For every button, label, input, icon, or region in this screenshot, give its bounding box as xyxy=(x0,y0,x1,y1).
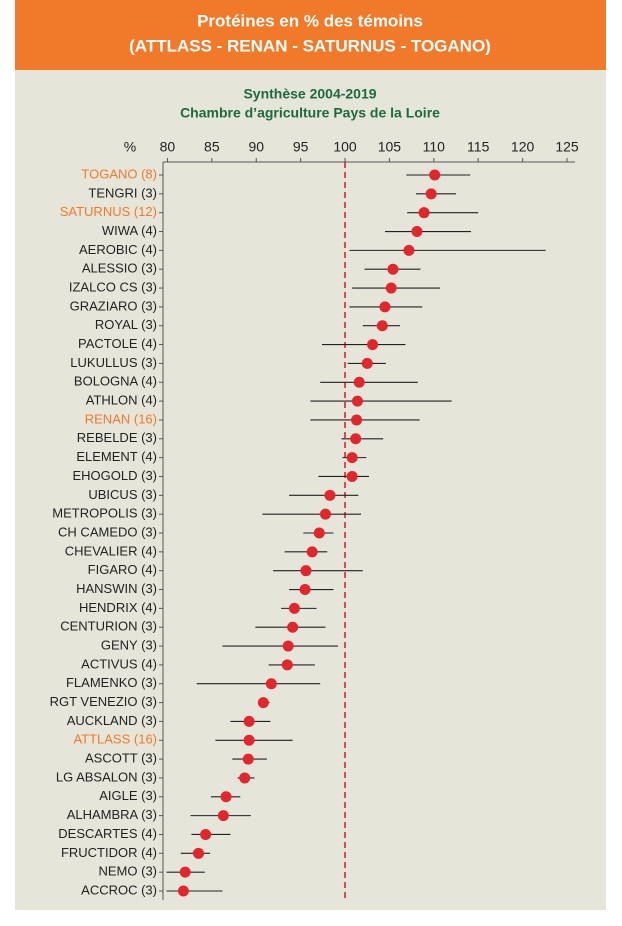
category-label: GENY (3) xyxy=(101,637,157,652)
dot xyxy=(243,734,255,746)
category-label: CENTURION (3) xyxy=(60,619,157,634)
dot xyxy=(287,621,299,633)
category-label: RGT VENEZIO (3) xyxy=(50,694,157,709)
x-tick-label: 95 xyxy=(293,139,309,155)
category-label: ATTLASS (16) xyxy=(73,732,157,747)
category-label: GRAZIARO (3) xyxy=(70,298,157,313)
category-label: ACTIVUS (4) xyxy=(81,656,157,671)
category-label: ROYAL (3) xyxy=(95,317,157,332)
x-tick-label: 100 xyxy=(333,139,357,155)
category-label: LUKULLUS (3) xyxy=(70,355,157,370)
dot xyxy=(351,414,363,426)
dot xyxy=(411,226,423,238)
x-tick-label: 90 xyxy=(248,139,264,155)
dot xyxy=(385,282,397,294)
category-label: HANSWIN (3) xyxy=(76,581,157,596)
dot xyxy=(376,320,388,332)
x-tick-label: 80 xyxy=(160,139,176,155)
dot xyxy=(353,376,365,388)
x-tick-label: 120 xyxy=(511,139,535,155)
dot xyxy=(179,866,191,878)
dot xyxy=(282,640,294,652)
category-label: TOGANO (8) xyxy=(81,166,157,181)
category-label: FIGARO (4) xyxy=(88,562,157,577)
category-label: REBELDE (3) xyxy=(77,430,157,445)
dot xyxy=(379,301,391,313)
category-label: ACCROC (3) xyxy=(81,882,157,897)
subtitle-line: Chambre d’agriculture Pays de la Loire xyxy=(180,105,440,121)
category-label: ALHAMBRA (3) xyxy=(67,807,157,822)
dot xyxy=(346,452,358,464)
category-label: METROPOLIS (3) xyxy=(52,506,157,521)
dot xyxy=(193,847,205,859)
dot xyxy=(367,339,379,351)
category-label: ATHLON (4) xyxy=(86,393,157,408)
category-label: BOLOGNA (4) xyxy=(74,374,157,389)
x-tick-label: 125 xyxy=(555,139,579,155)
dot xyxy=(242,753,254,765)
dot xyxy=(324,489,336,501)
dot xyxy=(265,678,277,690)
category-label: LG ABSALON (3) xyxy=(56,769,157,784)
category-label: CH CAMEDO (3) xyxy=(58,524,157,539)
dot xyxy=(239,772,251,784)
dot xyxy=(300,565,312,577)
dot xyxy=(319,508,331,520)
dot xyxy=(425,188,437,200)
dot xyxy=(281,659,293,671)
dot xyxy=(200,828,212,840)
dot xyxy=(361,357,373,369)
title-line: (ATTLASS - RENAN - SATURNUS - TOGANO) xyxy=(129,36,491,55)
dot xyxy=(243,715,255,727)
x-tick-label: 105 xyxy=(378,139,402,155)
dot xyxy=(257,697,269,709)
dot xyxy=(288,602,300,614)
category-label: WIWA (4) xyxy=(102,223,157,238)
dot xyxy=(313,527,325,539)
header xyxy=(15,0,606,70)
category-label: UBICUS (3) xyxy=(88,487,157,502)
category-label: AUCKLAND (3) xyxy=(67,713,157,728)
category-label: DESCARTES (4) xyxy=(58,826,157,841)
category-label: ASCOTT (3) xyxy=(85,751,157,766)
category-label: AIGLE (3) xyxy=(99,788,157,803)
category-label: CHEVALIER (4) xyxy=(65,543,157,558)
category-label: RENAN (16) xyxy=(85,411,157,426)
dot xyxy=(387,263,399,275)
x-tick-label: 85 xyxy=(204,139,220,155)
category-label: SATURNUS (12) xyxy=(60,204,157,219)
dot xyxy=(177,885,189,897)
dot xyxy=(220,791,232,803)
category-label: NEMO (3) xyxy=(99,864,158,879)
category-label: PACTOLE (4) xyxy=(78,336,157,351)
category-label: ALESSIO (3) xyxy=(82,261,157,276)
x-tick-label: 115 xyxy=(467,139,490,155)
dot xyxy=(306,546,318,558)
category-label: ELEMENT (4) xyxy=(76,449,157,464)
dot xyxy=(346,470,358,482)
dot xyxy=(299,584,311,596)
category-label: FLAMENKO (3) xyxy=(66,675,157,690)
subtitle-line: Synthèse 2004-2019 xyxy=(243,86,376,102)
dot xyxy=(418,207,430,219)
category-label: AEROBIC (4) xyxy=(79,242,157,257)
x-axis-label: % xyxy=(124,139,136,155)
x-tick-label: 110 xyxy=(423,139,446,155)
dot xyxy=(403,244,415,256)
dot xyxy=(429,169,441,181)
dot xyxy=(217,810,229,822)
category-label: FRUCTIDOR (4) xyxy=(61,845,157,860)
dot xyxy=(350,433,362,445)
panel xyxy=(15,70,606,910)
category-label: TENGRI (3) xyxy=(88,185,157,200)
title-line: Protéines en % des témoins xyxy=(197,11,423,30)
category-label: HENDRIX (4) xyxy=(79,600,157,615)
dot xyxy=(351,395,363,407)
category-label: EHOGOLD (3) xyxy=(72,468,157,483)
category-label: IZALCO CS (3) xyxy=(69,279,157,294)
